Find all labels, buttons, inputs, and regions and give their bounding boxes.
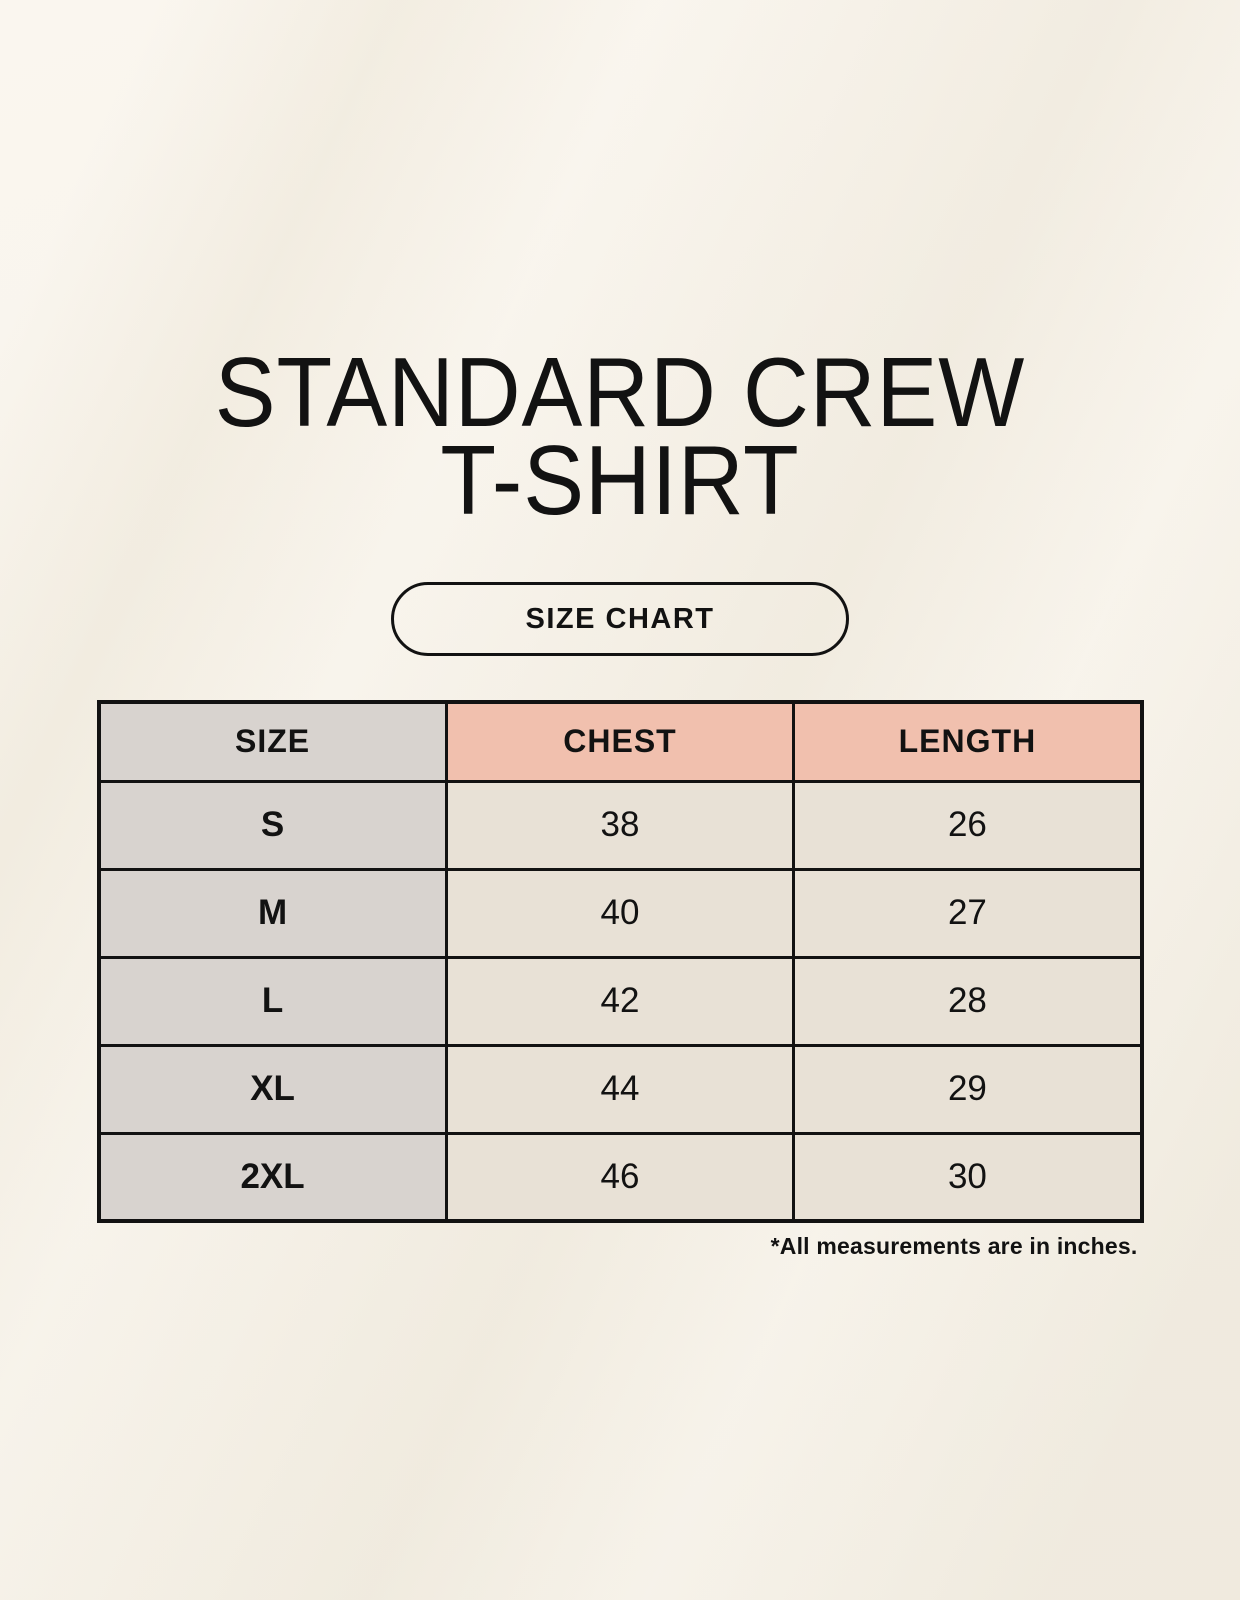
measurements-footnote: *All measurements are in inches. — [770, 1233, 1138, 1259]
table-header-row: SIZE CHEST LENGTH — [97, 700, 1143, 783]
chest-value-cell: 42 — [444, 955, 796, 1047]
chest-value-cell: 38 — [444, 779, 796, 871]
table-row-m: M 40 27 — [97, 867, 1143, 959]
size-label-cell: S — [97, 779, 448, 871]
table-row-l: L 42 28 — [97, 955, 1143, 1047]
size-chart-button[interactable]: SIZE CHART — [391, 582, 849, 656]
page-title-line-2: T-SHIRT — [440, 425, 800, 535]
length-value-cell: 28 — [792, 955, 1143, 1047]
length-value-cell: 30 — [792, 1131, 1143, 1223]
page-title: STANDARD CREW T-SHIRT — [43, 0, 1196, 535]
page-title-line-1: STANDARD CREW — [214, 337, 1026, 447]
table-row-2xl: 2XL 46 30 — [97, 1131, 1143, 1223]
chest-value-cell: 46 — [444, 1131, 796, 1223]
length-value-cell: 27 — [792, 867, 1143, 959]
column-header-size: SIZE — [97, 700, 448, 783]
chest-value-cell: 44 — [444, 1043, 796, 1135]
table-row-xl: XL 44 29 — [97, 1043, 1143, 1135]
length-value-cell: 29 — [792, 1043, 1143, 1135]
table-row-s: S 38 26 — [97, 779, 1143, 871]
size-chart-table: SIZE CHEST LENGTH S 38 26 M 40 27 L — [96, 700, 1144, 1223]
size-chart-button-label: SIZE CHART — [525, 602, 715, 635]
chest-value-cell: 40 — [444, 867, 796, 959]
length-value-cell: 26 — [792, 779, 1143, 871]
column-header-length: LENGTH — [792, 700, 1143, 783]
size-label-cell: L — [97, 955, 448, 1047]
size-label-cell: 2XL — [97, 1131, 448, 1223]
size-chart-button-row: SIZE CHART — [0, 582, 1240, 656]
column-header-chest: CHEST — [444, 700, 796, 783]
size-label-cell: XL — [97, 1043, 448, 1135]
size-table-container: SIZE CHEST LENGTH S 38 26 M 40 27 L — [96, 700, 1144, 1260]
size-label-cell: M — [97, 867, 448, 959]
